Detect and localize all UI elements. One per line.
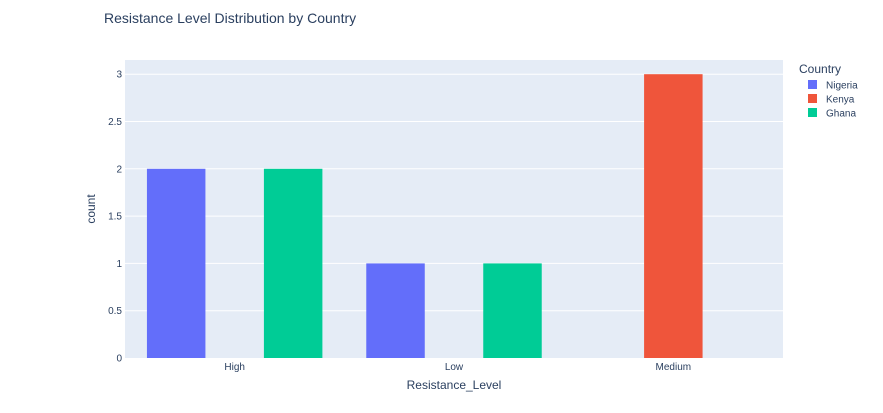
x-tick-label: High [224, 362, 245, 373]
y-tick-label: 1.5 [108, 212, 122, 223]
x-axis-title: Resistance_Level [407, 378, 502, 392]
x-tick-label: Low [445, 362, 464, 373]
legend-swatch-kenya[interactable] [808, 94, 817, 103]
y-axis-title: count [84, 194, 98, 224]
legend-swatch-ghana[interactable] [808, 108, 817, 117]
legend-label-nigeria[interactable]: Nigeria [826, 81, 858, 92]
y-tick-label: 1 [116, 259, 122, 270]
bar-nigeria-high[interactable] [146, 168, 206, 358]
legend-items: Nigeria Kenya Ghana [808, 80, 858, 120]
x-tick-labels: High Low Medium [224, 362, 691, 373]
bar-ghana-low[interactable] [483, 263, 542, 358]
y-tick-labels: 0 0.5 1 1.5 2 2.5 3 [108, 70, 122, 365]
y-tick-label: 0 [116, 354, 122, 365]
bar-nigeria-low[interactable] [366, 263, 425, 358]
y-tick-label: 0.5 [108, 306, 122, 317]
bars[interactable] [146, 74, 703, 358]
bar-ghana-high[interactable] [263, 168, 323, 358]
x-tick-label: Medium [656, 362, 692, 373]
bar-kenya-medium[interactable] [644, 74, 703, 358]
chart-title: Resistance Level Distribution by Country [104, 10, 356, 26]
y-tick-label: 3 [116, 70, 122, 81]
legend-swatch-nigeria[interactable] [808, 80, 817, 89]
legend: Country Nigeria Kenya Ghana [799, 62, 858, 120]
y-tick-label: 2.5 [108, 117, 122, 128]
legend-label-ghana[interactable]: Ghana [826, 109, 856, 120]
legend-title: Country [799, 62, 841, 76]
legend-label-kenya[interactable]: Kenya [826, 95, 855, 106]
y-tick-label: 2 [116, 164, 122, 175]
